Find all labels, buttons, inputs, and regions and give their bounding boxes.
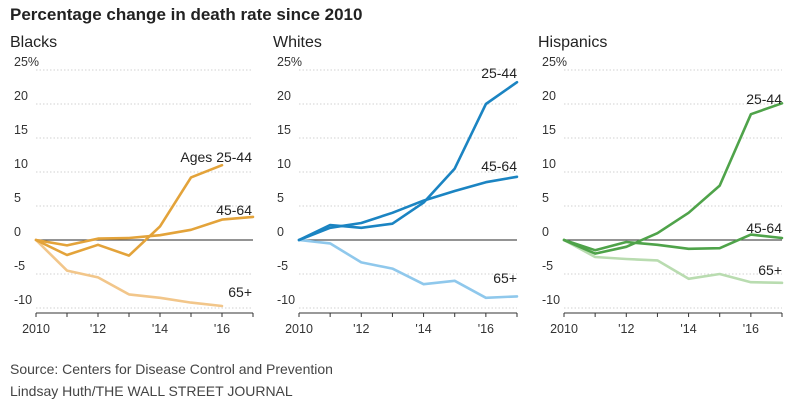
- x-tick-label: '16: [743, 322, 759, 336]
- panel-title: Whites: [273, 34, 322, 51]
- series-line-65-: [297, 238, 519, 300]
- series-label: 45-64: [746, 220, 782, 236]
- y-tick-label: 25%: [277, 55, 302, 69]
- source-note: Source: Centers for Disease Control and …: [10, 361, 333, 377]
- chart-title: Percentage change in death rate since 20…: [10, 5, 362, 24]
- series-line-25-44: [297, 80, 519, 242]
- y-tick-label: 25%: [542, 55, 567, 69]
- x-tick-label: '12: [618, 322, 634, 336]
- x-tick-label: '12: [353, 322, 369, 336]
- y-tick-label: 15: [14, 123, 28, 137]
- series-label: 25-44: [481, 65, 517, 81]
- panel-whites: Whites 25% 20 15 10 5 0 -5 -10 2010 '12 '14 '16 25-44…: [273, 34, 519, 336]
- series-label: 65+: [493, 270, 517, 286]
- y-tick-label: 20: [277, 89, 291, 103]
- y-tick-label: 5: [277, 191, 284, 205]
- x-tick-label: '14: [680, 322, 696, 336]
- series-label: 45-64: [216, 202, 252, 218]
- y-tick-label: -10: [277, 293, 295, 307]
- y-tick-label: 15: [277, 123, 291, 137]
- x-tick-label: '16: [214, 322, 230, 336]
- panel-hispanics: Hispanics 25% 20 15 10 5 0 -5 -10 2010 '12 '14 '16 25…: [538, 34, 784, 336]
- series-label: 45-64: [481, 158, 517, 174]
- series-label: 65+: [228, 284, 252, 300]
- y-tick-label: 10: [14, 157, 28, 171]
- series-line-25-44: [562, 102, 784, 255]
- x-tick-label: '16: [478, 322, 494, 336]
- y-tick-label: -10: [542, 293, 560, 307]
- panel-title: Hispanics: [538, 34, 607, 51]
- x-tick-label: 2010: [285, 322, 313, 336]
- panel-blacks: Blacks 25% 20 15 10 5 0 -5 -10 2010 '12 '14 '16 Ages …: [10, 34, 255, 336]
- x-tick-label: 2010: [22, 322, 50, 336]
- x-tick-label: '12: [90, 322, 106, 336]
- y-tick-label: 0: [14, 225, 21, 239]
- y-tick-label: 0: [542, 225, 549, 239]
- x-tick-label: 2010: [550, 322, 578, 336]
- y-tick-label: 25%: [14, 55, 39, 69]
- y-tick-label: -10: [14, 293, 32, 307]
- panels: Blacks25%20151050-5-102010'12'14'16Ages …: [10, 34, 784, 336]
- y-tick-label: -5: [14, 259, 25, 273]
- y-tick-label: -5: [542, 259, 553, 273]
- y-tick-label: 10: [277, 157, 291, 171]
- panel-title: Blacks: [10, 34, 57, 51]
- x-tick-label: '14: [415, 322, 431, 336]
- y-tick-label: 10: [542, 157, 556, 171]
- y-tick-label: 5: [542, 191, 549, 205]
- series-line-65-: [34, 238, 224, 308]
- series-label: 65+: [758, 262, 782, 278]
- y-tick-label: 5: [14, 191, 21, 205]
- y-tick-label: 15: [542, 123, 556, 137]
- y-tick-label: 20: [14, 89, 28, 103]
- series-line-45-64: [562, 233, 784, 252]
- series-line-65-: [562, 238, 784, 285]
- y-tick-label: -5: [277, 259, 288, 273]
- y-tick-label: 0: [277, 225, 284, 239]
- credit-note: Lindsay Huth/THE WALL STREET JOURNAL: [10, 383, 293, 399]
- series-label: 25-44: [746, 91, 782, 107]
- series-label: Ages 25-44: [180, 149, 252, 165]
- y-tick-label: 20: [542, 89, 556, 103]
- series-line-45-64: [34, 215, 255, 247]
- series-line-45-64: [297, 175, 519, 242]
- x-tick-label: '14: [152, 322, 168, 336]
- series-line-ages-25-44: [34, 163, 224, 257]
